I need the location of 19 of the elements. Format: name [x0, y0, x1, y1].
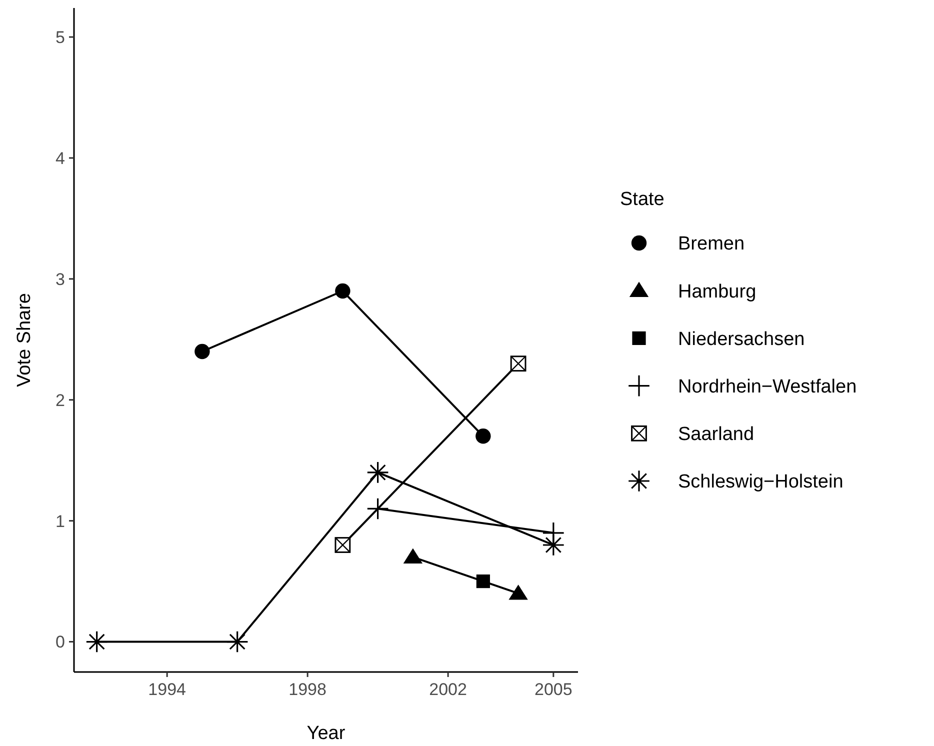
- y-tick-label: 4: [56, 148, 65, 168]
- x-tick-label: 1998: [288, 680, 326, 699]
- x-tick-label: 2005: [534, 680, 572, 699]
- legend-label: Saarland: [678, 424, 754, 446]
- y-axis-title: Vote Share: [14, 292, 35, 388]
- y-tick-label: 3: [56, 270, 65, 289]
- legend-title: State: [620, 189, 664, 210]
- x-axis-title: Year: [306, 723, 346, 744]
- y-tick-label: 0: [56, 632, 65, 652]
- legend-label: Bremen: [678, 234, 745, 255]
- x-tick-label: 1994: [148, 680, 186, 699]
- legend-label: Schleswig−Holstein: [678, 472, 844, 493]
- y-tick-label: 2: [56, 390, 65, 410]
- y-tick-label: 5: [56, 28, 65, 47]
- legend-label: Nordrhein−Westfalen: [678, 376, 857, 398]
- x-tick-label: 2002: [429, 680, 467, 699]
- legend-label: Hamburg: [678, 281, 756, 302]
- y-tick-label: 1: [56, 512, 65, 531]
- legend-label: Niedersachsen: [678, 328, 805, 350]
